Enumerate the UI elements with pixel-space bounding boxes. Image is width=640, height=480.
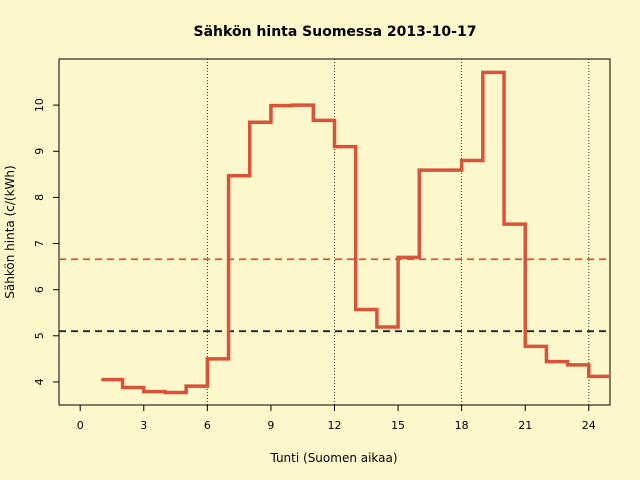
y-tick-label-6: 6 — [33, 286, 46, 293]
x-tick-label-18: 18 — [455, 419, 469, 432]
x-axis-label: Tunti (Suomen aikaa) — [269, 451, 397, 465]
x-tick-label-6: 6 — [204, 419, 211, 432]
x-tick-label-24: 24 — [582, 419, 596, 432]
y-tick-label-5: 5 — [33, 332, 46, 339]
x-tick-label-15: 15 — [391, 419, 405, 432]
chart-title: Sähkön hinta Suomessa 2013-10-17 — [194, 24, 477, 40]
reference-lines — [59, 258, 610, 333]
x-tick-label-9: 9 — [267, 419, 274, 432]
price-step-line — [101, 70, 610, 395]
y-tick-label-7: 7 — [33, 240, 46, 247]
x-tick-label-12: 12 — [328, 419, 342, 432]
series-group — [101, 70, 610, 395]
y-tick-label-9: 9 — [33, 148, 46, 155]
y-tick-label-10: 10 — [33, 98, 46, 112]
x-tick-label-3: 3 — [140, 419, 147, 432]
x-tick-label-0: 0 — [77, 419, 84, 432]
y-axis: 4 5 6 7 8 9 10 — [33, 98, 59, 385]
x-axis: 0 3 6 9 12 15 18 21 24 — [77, 405, 596, 432]
x-tick-label-21: 21 — [518, 419, 532, 432]
y-tick-label-4: 4 — [33, 378, 46, 385]
y-tick-label-8: 8 — [33, 194, 46, 201]
y-axis-label: Sähkön hinta (c/(kWh) — [3, 165, 17, 298]
grid-lines — [206, 59, 590, 405]
